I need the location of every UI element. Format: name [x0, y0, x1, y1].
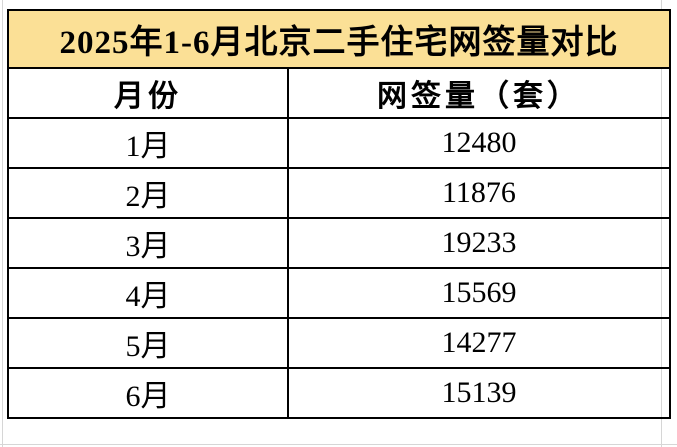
title-row: 2025年1-6月北京二手住宅网签量对比	[7, 9, 671, 69]
table-row: 1月 12480	[7, 117, 671, 169]
signing-volume-table: 2025年1-6月北京二手住宅网签量对比 月份 网签量（套） 1月 12480 …	[7, 9, 671, 419]
month-cell: 5月	[7, 317, 289, 369]
month-cell: 1月	[7, 117, 289, 169]
margin-gridline-bottom	[0, 444, 677, 445]
value-cell: 11876	[287, 167, 671, 219]
table-row: 4月 15569	[7, 267, 671, 319]
table-title: 2025年1-6月北京二手住宅网签量对比	[7, 9, 671, 69]
margin-gridline-left	[2, 0, 3, 447]
table-row: 3月 19233	[7, 217, 671, 269]
table-row: 2月 11876	[7, 167, 671, 219]
value-cell: 12480	[287, 117, 671, 169]
value-cell: 14277	[287, 317, 671, 369]
value-cell: 15139	[287, 367, 671, 419]
column-header-month: 月份	[7, 67, 289, 119]
month-cell: 3月	[7, 217, 289, 269]
table-row: 5月 14277	[7, 317, 671, 369]
month-cell: 2月	[7, 167, 289, 219]
table-row: 6月 15139	[7, 367, 671, 419]
value-cell: 15569	[287, 267, 671, 319]
value-cell: 19233	[287, 217, 671, 269]
month-cell: 4月	[7, 267, 289, 319]
month-cell: 6月	[7, 367, 289, 419]
column-header-volume: 网签量（套）	[287, 67, 671, 119]
header-row: 月份 网签量（套）	[7, 67, 671, 119]
